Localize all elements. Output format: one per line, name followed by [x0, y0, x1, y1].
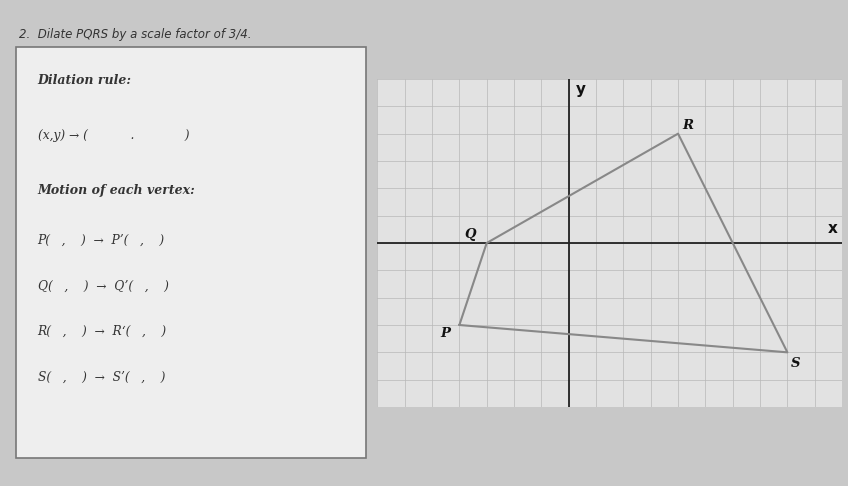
Text: R: R — [682, 119, 693, 132]
Text: (x,y) → (           .             ): (x,y) → ( . ) — [37, 129, 189, 142]
Text: Q(   ,    )  →  Q’(   ,    ): Q( , ) → Q’( , ) — [37, 279, 169, 293]
Text: y: y — [576, 82, 585, 97]
Text: Q: Q — [465, 228, 476, 242]
FancyBboxPatch shape — [16, 47, 365, 458]
Text: R(   ,    )  →  R‘(   ,    ): R( , ) → R‘( , ) — [37, 325, 167, 338]
Text: x: x — [828, 221, 838, 236]
Text: P(   ,    )  →  P’(   ,    ): P( , ) → P’( , ) — [37, 234, 165, 247]
Text: S(   ,    )  →  S’(   ,    ): S( , ) → S’( , ) — [37, 371, 165, 384]
Text: Motion of each vertex:: Motion of each vertex: — [37, 184, 195, 197]
Text: Dilation rule:: Dilation rule: — [37, 74, 131, 87]
Text: S: S — [791, 357, 801, 370]
Text: 2.  Dilate PQRS by a scale factor of 3/4.: 2. Dilate PQRS by a scale factor of 3/4. — [20, 28, 252, 41]
Text: P: P — [441, 327, 450, 340]
